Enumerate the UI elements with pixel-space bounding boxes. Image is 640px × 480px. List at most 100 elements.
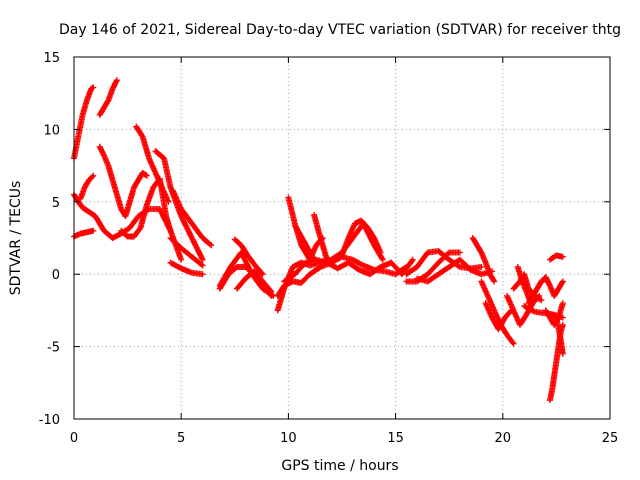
data-point (559, 350, 566, 357)
data-point-trail (245, 253, 259, 269)
series-arc21 (311, 211, 330, 263)
data-point (199, 262, 206, 269)
data-point (143, 172, 150, 179)
data-point-trail (133, 124, 145, 139)
data-point-trail (168, 236, 184, 251)
data-point-trail (179, 246, 194, 259)
data-point-trail (487, 272, 497, 284)
data-points (71, 77, 566, 404)
data-point-trail (533, 293, 544, 303)
data-point-trail (551, 286, 561, 298)
data-point-trail (217, 272, 231, 291)
series-arc25 (403, 248, 485, 278)
plot-frame (73, 56, 611, 420)
data-point (90, 84, 97, 91)
data-point-trail (131, 178, 141, 190)
series-arc1 (71, 84, 97, 162)
data-point (377, 249, 384, 256)
series-arc10 (167, 235, 206, 269)
data-point (409, 256, 416, 263)
data-point (559, 300, 566, 307)
data-point (268, 288, 275, 295)
data-point-trail (457, 257, 473, 272)
series-arc11 (169, 187, 215, 249)
data-point-trail (346, 260, 361, 273)
data-point-trail (351, 257, 366, 268)
y-tick-label: 15 (43, 51, 60, 66)
data-point-trail (285, 195, 298, 225)
data-point-trail (75, 113, 86, 139)
data-point-trail (311, 213, 322, 233)
data-point-trail (105, 164, 116, 182)
data-point-trail (189, 236, 205, 262)
data-point-trail (76, 199, 85, 210)
data-point-trail (140, 170, 149, 179)
data-point-trail (179, 207, 195, 226)
data-point-trail (502, 308, 514, 320)
data-point (208, 242, 215, 249)
data-point-trail (239, 243, 250, 258)
series-arc22 (281, 256, 416, 285)
data-point (199, 256, 206, 263)
data-point (379, 256, 386, 263)
data-point-trail (170, 188, 184, 211)
data-point (538, 297, 545, 304)
data-point-trail (526, 294, 536, 305)
data-point-trail (414, 250, 430, 269)
series-arc16 (233, 268, 275, 295)
series-arc3 (71, 227, 97, 240)
data-point-trail (530, 286, 540, 298)
data-point-trail (339, 236, 351, 257)
data-point-trail (178, 214, 195, 240)
data-point-trail (517, 313, 529, 327)
data-point-trail (436, 264, 452, 277)
series-arc23 (317, 253, 410, 278)
data-point-trail (365, 226, 377, 240)
series-arc8 (133, 123, 172, 205)
data-point-trail (71, 192, 81, 204)
x-tick-labels: 0 5 10 15 20 25 (70, 431, 618, 446)
chart-title: Day 146 of 2021, Sidereal Day-to-day VTE… (59, 22, 621, 38)
data-point-trail (393, 264, 409, 277)
data-point (113, 77, 120, 84)
data-point-trail (350, 221, 366, 240)
series-arc5 (96, 77, 120, 118)
data-point-trail (299, 272, 312, 285)
data-point-trail (308, 264, 323, 277)
data-point-trail (551, 359, 560, 378)
grid-lines (73, 56, 611, 420)
data-point-trail (252, 269, 265, 284)
data-point-trail (292, 223, 304, 239)
series-arc40 (549, 311, 566, 357)
series-arc15 (231, 236, 266, 278)
series-arc37 (546, 252, 566, 263)
data-point-trail (226, 264, 239, 277)
data-point-trail (425, 272, 441, 284)
data-point-trail (425, 260, 441, 277)
series-arc19 (285, 194, 326, 263)
x-tick-label: 0 (70, 431, 78, 446)
x-tick-label: 20 (495, 431, 512, 446)
data-point (199, 271, 206, 278)
data-point-trail (404, 264, 419, 277)
series-arc6 (96, 143, 150, 220)
data-point (403, 263, 410, 270)
data-point (559, 278, 566, 285)
data-point-trail (553, 316, 564, 341)
y-tick-label: 5 (52, 196, 60, 211)
data-point (167, 227, 174, 234)
data-point (456, 249, 463, 256)
data-point-trail (71, 135, 81, 160)
data-point-trail (80, 205, 89, 213)
series-arc4 (77, 172, 97, 202)
y-tick-label: -10 (39, 413, 60, 428)
data-point-trail (168, 260, 183, 271)
series-arc24 (339, 217, 384, 259)
data-point (165, 198, 172, 205)
data-point-trail (131, 226, 143, 239)
data-point-trail (282, 272, 297, 284)
x-tick-label: 25 (602, 431, 619, 446)
data-point-trail (511, 279, 523, 291)
data-point-trail (549, 374, 558, 392)
